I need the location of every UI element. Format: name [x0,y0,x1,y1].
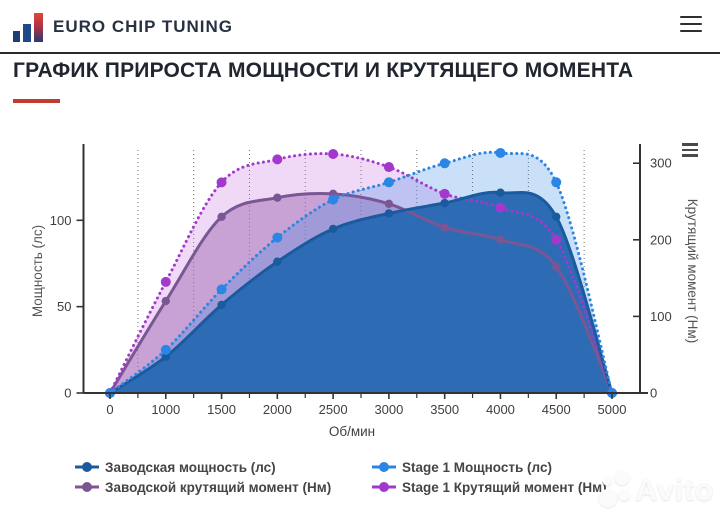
page-title: ГРАФИК ПРИРОСТА МОЩНОСТИ И КРУТЯЩЕГО МОМ… [13,59,634,82]
y-right-tick-label: 300 [650,156,672,171]
data-point [160,276,171,287]
data-point [384,209,394,218]
x-tick-label: 2500 [319,402,348,417]
logo-text: EURO CHIP TUNING [53,16,234,36]
x-tick-label: 4000 [486,402,515,417]
data-point [217,212,226,222]
data-point [496,188,505,197]
data-point [383,177,394,188]
menu-icon-bar [680,30,702,32]
data-point [328,194,339,205]
x-tick-label: 1500 [207,402,236,417]
data-point [439,158,450,169]
legend-item-0[interactable]: Заводская мощность (лс) [75,459,331,475]
x-tick-label: 4500 [542,402,571,417]
gridlines [137,150,585,393]
x-tick-label: 3000 [374,402,403,417]
y-axis-right-title: Крутящий момент (Нм) [685,199,700,343]
watermark-text: Avito [635,472,714,507]
y-right-tick-label: 0 [650,386,657,401]
data-point [496,235,505,244]
data-point [160,344,171,355]
data-point [440,198,449,208]
legend-column-1: Заводская мощность (лс) Заводской крутящи… [75,460,331,500]
x-axis-title: Об/мин [329,424,375,439]
data-point [272,154,283,165]
chart-menu-icon-bar [682,143,698,146]
data-point [495,202,506,213]
x-tick-label: 2000 [263,402,292,417]
watermark: Avito [597,469,714,511]
data-point [216,177,227,188]
y-axis-left-title: Мощность (лс) [30,225,45,317]
legend-label: Stage 1 Крутящий момент (Нм) [402,479,607,495]
series-line-1 [105,147,618,398]
data-point [551,234,562,245]
menu-icon-bar [680,23,702,25]
data-point [495,147,506,158]
data-point [383,162,394,173]
logo-bars-icon [13,13,43,42]
legend-item-2[interactable]: Заводской крутящий момент (Нм) [75,479,332,495]
data-point [552,212,561,222]
series-line-3 [105,149,618,398]
x-tick-label: 1000 [151,402,180,417]
y-left-tick-label: 100 [50,213,72,228]
data-point [551,177,562,188]
legend-label: Заводская мощность (лс) [105,459,276,475]
chart-menu-icon-bar [682,154,698,157]
data-point [161,296,170,306]
x-tick-label: 3500 [430,402,459,417]
logo[interactable]: EURO CHIP TUNING [13,11,233,42]
data-point [273,193,282,202]
x-tick-label: 0 [106,402,113,417]
legend-item-3[interactable]: Stage 1 Крутящий момент (Нм) [372,479,607,495]
data-point [216,284,227,295]
y-left-tick-label: 50 [57,299,71,314]
legend-marker-icon [75,462,99,472]
legend-marker-icon [372,462,396,472]
data-point [439,188,450,199]
data-point [161,352,170,361]
chart-menu-icon-bar [682,148,698,152]
y-left-tick-label: 0 [64,386,71,401]
menu-icon[interactable] [680,16,702,32]
legend-marker-icon [372,482,396,492]
y-right-tick-label: 100 [650,309,672,324]
x-tick-label: 5000 [598,402,627,417]
data-point [552,262,561,271]
legend-label: Заводской крутящий момент (Нм) [105,479,332,495]
data-point [273,257,282,266]
chart-menu-icon[interactable] [682,143,698,157]
header: EURO CHIP TUNING [0,0,720,52]
header-divider [0,52,720,54]
data-point [384,199,394,208]
data-point [328,149,339,160]
data-point [217,300,226,310]
legend-column-2: Stage 1 Мощность (лс) Stage 1 Крутящий мо… [372,460,607,500]
y-right-tick-label: 200 [650,232,672,247]
chart-container: 0 50 100 0 100 200 300 0 1000 1500 2000 2500 3000 350… [0,118,720,455]
data-point [328,224,338,234]
legend-marker-icon [75,482,99,492]
series-area-0 [110,192,613,393]
title-underline [13,99,60,103]
legend-item-1[interactable]: Stage 1 Мощность (лс) [372,459,607,475]
data-point [272,232,283,243]
data-point [440,223,449,232]
avito-logo-icon [599,471,630,507]
menu-icon-bar [680,16,702,18]
legend-label: Stage 1 Мощность (лс) [402,459,552,475]
